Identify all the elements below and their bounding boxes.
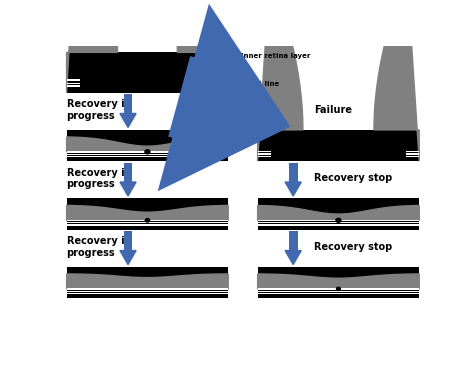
Bar (258, 291, 419, 292)
Circle shape (336, 218, 341, 223)
Polygon shape (374, 0, 419, 161)
Bar (258, 219, 419, 221)
Bar (258, 293, 419, 294)
Bar (258, 267, 419, 298)
Polygon shape (66, 274, 228, 289)
Circle shape (146, 219, 149, 222)
Text: Failure: Failure (314, 105, 352, 115)
Polygon shape (258, 274, 419, 289)
Bar (289, 231, 298, 250)
Bar (258, 151, 271, 152)
Text: ELM: ELM (241, 77, 257, 83)
Bar (258, 153, 271, 154)
Text: Recovery in
progress: Recovery in progress (66, 99, 131, 121)
Polygon shape (120, 182, 136, 196)
Polygon shape (285, 250, 301, 265)
Circle shape (337, 287, 340, 290)
Bar (66, 288, 228, 290)
Bar (66, 156, 228, 157)
Bar (66, 219, 228, 221)
Bar (124, 163, 132, 182)
Bar (258, 224, 419, 226)
Polygon shape (285, 182, 301, 196)
Bar (258, 130, 419, 161)
Bar (258, 288, 419, 290)
Bar (66, 224, 228, 226)
Bar (289, 163, 298, 182)
Bar (406, 153, 419, 154)
Text: Recovery in
progress: Recovery in progress (66, 236, 131, 258)
Bar (215, 86, 228, 87)
Polygon shape (120, 250, 136, 265)
Bar (66, 82, 80, 84)
Bar (66, 130, 228, 161)
Polygon shape (258, 0, 303, 161)
Bar (66, 199, 228, 230)
Text: IS/OS line: IS/OS line (241, 81, 279, 87)
Bar (258, 222, 419, 223)
Bar (66, 52, 228, 92)
Bar (66, 291, 228, 292)
Text: Recovery in
progress: Recovery in progress (66, 168, 131, 189)
Polygon shape (120, 113, 136, 127)
Text: Recovery stop: Recovery stop (314, 242, 392, 252)
Bar (406, 156, 419, 157)
Text: Inner retina layer: Inner retina layer (241, 53, 310, 60)
Bar (66, 154, 228, 155)
Bar (66, 222, 228, 223)
Bar (66, 86, 80, 87)
Polygon shape (177, 0, 228, 92)
Bar (124, 231, 132, 250)
Polygon shape (66, 205, 228, 220)
Bar (215, 82, 228, 84)
Bar (66, 79, 80, 81)
Text: Recovery stop: Recovery stop (314, 173, 392, 183)
Polygon shape (66, 0, 118, 92)
Bar (258, 199, 419, 230)
Bar (258, 156, 271, 157)
Bar (406, 151, 419, 152)
Polygon shape (66, 137, 228, 152)
Bar (66, 151, 228, 153)
Circle shape (145, 150, 150, 154)
Bar (66, 293, 228, 294)
Bar (124, 94, 132, 113)
Bar (66, 267, 228, 298)
Bar (215, 79, 228, 81)
Polygon shape (258, 205, 419, 220)
